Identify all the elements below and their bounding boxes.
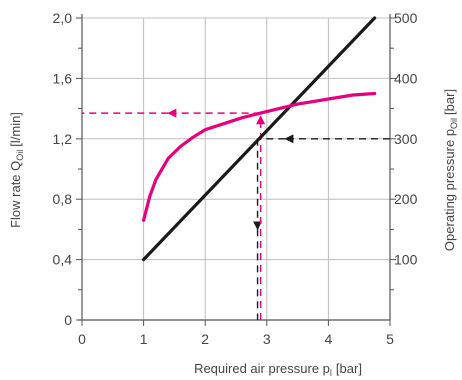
- series: [142, 16, 377, 262]
- x-tick-label: 1: [140, 331, 148, 347]
- x-tick-label: 0: [78, 331, 86, 347]
- y2-tick-label: 300: [394, 131, 418, 147]
- y2-tick-label: 200: [394, 191, 418, 207]
- x-tick-label: 2: [201, 331, 209, 347]
- tick-labels: 0 1 2 3 4 5 0 0,4 0,8 1,2 1,6 2,0 100 200 300 400 500: [53, 10, 418, 347]
- y-axis-label: Flow rate QOil[l/min]: [8, 112, 25, 228]
- x-axis-label: Required air pressure pl [bar]: [194, 361, 362, 378]
- x-tick-label: 3: [263, 331, 271, 347]
- series-line-1: [142, 16, 377, 262]
- y2-tick-label: 100: [394, 252, 418, 268]
- axes: [76, 14, 396, 326]
- y2-axis-label: Operating pressure pOil[bar]: [442, 89, 459, 251]
- y-tick-label: 2,0: [53, 10, 73, 26]
- y-tick-label: 0,8: [53, 191, 73, 207]
- y-tick-label: 1,6: [53, 70, 73, 86]
- x-tick-label: 4: [325, 331, 333, 347]
- y2-tick-label: 400: [394, 70, 418, 86]
- y-tick-label: 0: [64, 312, 72, 328]
- series-line-2: [142, 91, 377, 222]
- x-tick-label: 5: [386, 331, 394, 347]
- y2-tick-label: 500: [394, 10, 418, 26]
- y-tick-label: 0,4: [53, 252, 73, 268]
- annotations: [82, 108, 390, 320]
- y-tick-label: 1,2: [53, 131, 73, 147]
- grid: [82, 17, 390, 320]
